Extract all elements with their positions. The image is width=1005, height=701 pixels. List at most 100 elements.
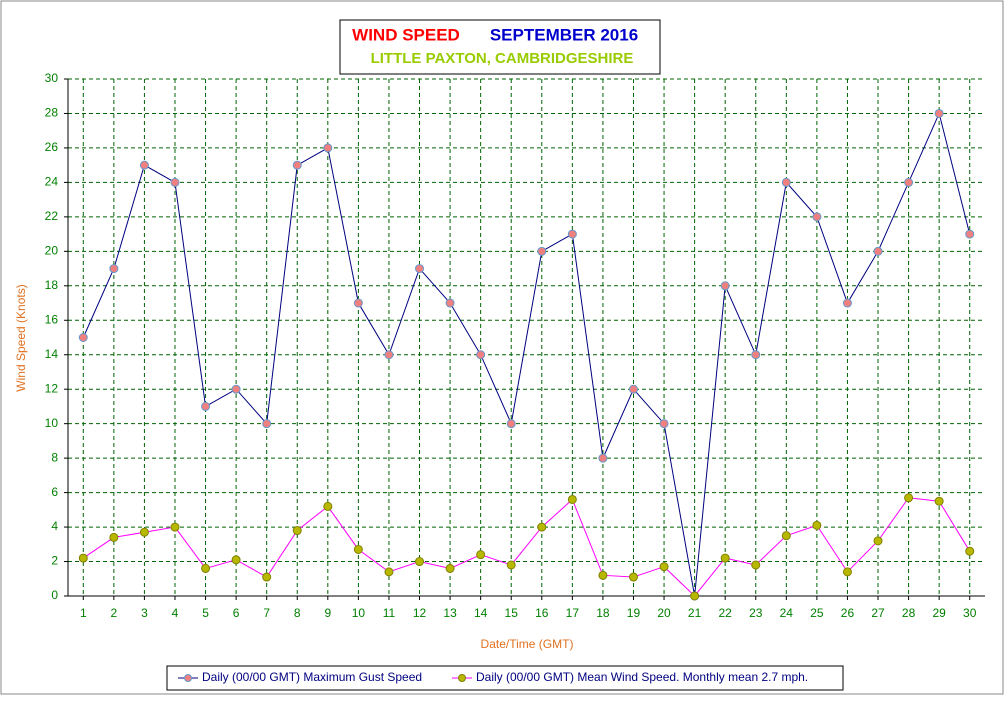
- y-tick-label: 18: [45, 278, 59, 292]
- data-point: [751, 560, 761, 570]
- data-point: [262, 419, 272, 429]
- x-tick-label: 27: [871, 606, 885, 620]
- data-point: [720, 553, 730, 563]
- x-tick-label: 28: [902, 606, 916, 620]
- y-tick-label: 26: [45, 140, 59, 154]
- x-tick-label: 2: [111, 606, 118, 620]
- data-point: [965, 229, 975, 239]
- data-point: [659, 562, 669, 572]
- data-point: [567, 494, 577, 504]
- data-point: [934, 496, 944, 506]
- data-point: [842, 298, 852, 308]
- data-point: [231, 555, 241, 565]
- data-point: [384, 567, 394, 577]
- x-tick-label: 13: [443, 606, 457, 620]
- y-tick-label: 16: [45, 312, 59, 326]
- x-tick-label: 4: [172, 606, 179, 620]
- data-point: [690, 591, 700, 601]
- data-point: [904, 177, 914, 187]
- data-point: [598, 570, 608, 580]
- data-point: [231, 384, 241, 394]
- data-point: [201, 563, 211, 573]
- y-tick-label: 6: [51, 485, 58, 499]
- x-tick-label: 5: [202, 606, 209, 620]
- title-box: [339, 19, 661, 75]
- data-point: [781, 177, 791, 187]
- data-point: [567, 229, 577, 239]
- data-point: [323, 143, 333, 153]
- y-tick-label: 22: [45, 209, 59, 223]
- legend-marker: [458, 674, 466, 682]
- data-point: [506, 419, 516, 429]
- legend-label: Daily (00/00 GMT) Maximum Gust Speed: [202, 670, 422, 684]
- data-point: [139, 527, 149, 537]
- y-tick-label: 4: [51, 519, 58, 533]
- x-tick-label: 9: [324, 606, 331, 620]
- x-tick-label: 25: [810, 606, 824, 620]
- y-tick-label: 8: [51, 450, 58, 464]
- legend-label: Daily (00/00 GMT) Mean Wind Speed. Month…: [476, 670, 808, 684]
- x-tick-label: 21: [688, 606, 702, 620]
- data-point: [628, 572, 638, 582]
- y-axis-label: Wind Speed (Knots): [14, 284, 28, 391]
- x-tick-label: 6: [233, 606, 240, 620]
- x-tick-label: 16: [535, 606, 549, 620]
- y-tick-label: 20: [45, 244, 59, 258]
- data-point: [201, 401, 211, 411]
- data-point: [415, 264, 425, 274]
- y-tick-label: 28: [45, 106, 59, 120]
- data-point: [873, 536, 883, 546]
- chart-subtitle: LITTLE PAXTON, CAMBRIDGESHIRE: [371, 50, 634, 67]
- data-point: [353, 544, 363, 554]
- data-point: [537, 246, 547, 256]
- data-point: [598, 453, 608, 463]
- data-point: [628, 384, 638, 394]
- data-point: [965, 546, 975, 556]
- x-tick-label: 12: [413, 606, 427, 620]
- data-point: [109, 264, 119, 274]
- data-point: [445, 298, 455, 308]
- data-point: [904, 493, 914, 503]
- data-point: [139, 160, 149, 170]
- y-tick-label: 24: [45, 175, 59, 189]
- x-tick-label: 10: [352, 606, 366, 620]
- y-tick-label: 2: [51, 554, 58, 568]
- x-tick-label: 20: [657, 606, 671, 620]
- y-tick-label: 14: [45, 347, 59, 361]
- series-line: [83, 497, 971, 597]
- data-point: [415, 557, 425, 567]
- data-point: [445, 563, 455, 573]
- data-point: [262, 572, 272, 582]
- x-tick-label: 24: [780, 606, 794, 620]
- data-point: [292, 526, 302, 536]
- x-axis-label: Date/Time (GMT): [481, 637, 574, 651]
- data-point: [384, 350, 394, 360]
- chart-title: WIND SPEED: [352, 25, 460, 44]
- data-point: [323, 501, 333, 511]
- legend-marker: [184, 674, 192, 682]
- x-tick-label: 26: [841, 606, 855, 620]
- x-tick-label: 19: [627, 606, 641, 620]
- data-point: [812, 520, 822, 530]
- data-point: [659, 419, 669, 429]
- data-point: [537, 522, 547, 532]
- x-tick-label: 1: [80, 606, 87, 620]
- x-tick-label: 29: [932, 606, 946, 620]
- x-tick-label: 14: [474, 606, 488, 620]
- data-point: [292, 160, 302, 170]
- x-tick-label: 17: [566, 606, 580, 620]
- x-tick-label: 3: [141, 606, 148, 620]
- data-point: [506, 560, 516, 570]
- x-tick-label: 18: [596, 606, 610, 620]
- x-tick-label: 7: [263, 606, 270, 620]
- x-tick-label: 15: [505, 606, 519, 620]
- data-point: [78, 333, 88, 342]
- y-tick-label: 0: [51, 588, 58, 602]
- legend-box: [166, 665, 844, 691]
- y-tick-label: 12: [45, 381, 59, 395]
- data-point: [720, 281, 730, 291]
- data-point: [934, 108, 944, 118]
- data-point: [873, 246, 883, 256]
